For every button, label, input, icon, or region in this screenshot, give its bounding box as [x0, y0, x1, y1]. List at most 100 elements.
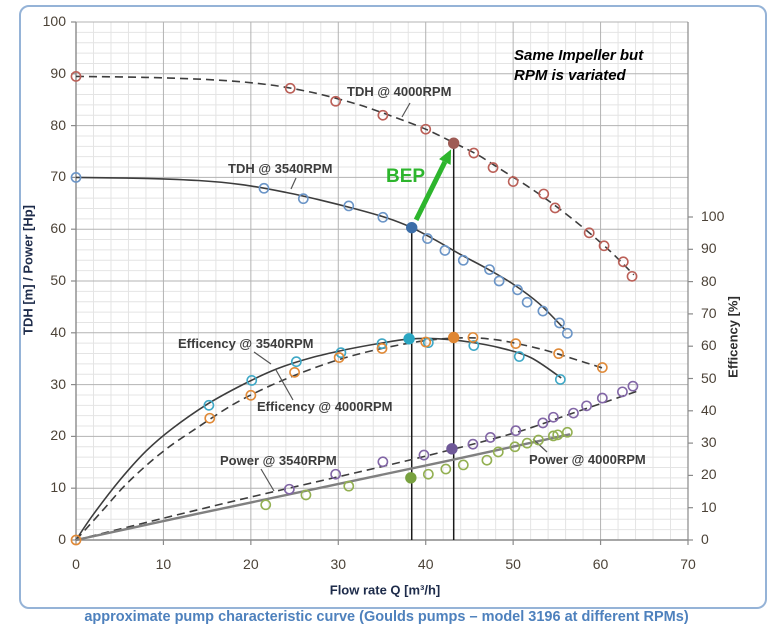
- curve-pow3540: [75, 389, 641, 541]
- series-label-power-3540rpm: Power @ 3540RPM: [220, 453, 337, 468]
- marker-eff4000: [289, 366, 300, 378]
- marker-tdh3540: [521, 296, 533, 308]
- y-right-tick-label: 0: [701, 531, 709, 547]
- bep-arrow-head: [439, 149, 452, 165]
- y-right-tick-label: 30: [701, 434, 717, 451]
- label-leader-line: [532, 438, 548, 453]
- marker-pow4000: [260, 499, 272, 511]
- marker-eff4000: [245, 389, 257, 401]
- y-right-tick-label: 80: [701, 272, 717, 289]
- marker-pow4000: [440, 463, 452, 475]
- x-tick-label: 20: [243, 556, 259, 572]
- marker-pow4000: [422, 468, 434, 480]
- marker-eff3540: [554, 374, 566, 385]
- series-label-tdh-3540rpm: TDH @ 3540RPM: [228, 161, 333, 176]
- marker-tdh3540: [422, 233, 433, 244]
- marker-pow3540: [510, 425, 522, 437]
- marker-pow3540: [418, 449, 430, 461]
- annotation-line2: RPM is variated: [514, 66, 626, 84]
- marker-eff3540: [335, 347, 347, 359]
- marker-tdh3540: [439, 245, 451, 256]
- marker-pow4000: [300, 489, 312, 501]
- bep-label: BEP: [386, 166, 426, 187]
- marker-tdh3540: [512, 284, 523, 296]
- marker-pow4000: [343, 480, 355, 492]
- y-left-tick-label: 20: [50, 427, 66, 444]
- marker-pow3540: [547, 411, 559, 423]
- marker-tdh3540: [561, 327, 573, 339]
- marker-pow3540: [485, 432, 496, 443]
- y-right-axis-title: Efficency [%]: [725, 296, 741, 378]
- y-left-tick-label: 50: [50, 272, 66, 288]
- curve-tdh3540: [75, 176, 567, 331]
- bep-marker-eff3540: [403, 333, 415, 345]
- marker-tdh3540: [258, 182, 270, 194]
- marker-pow4000: [552, 429, 564, 441]
- marker-tdh3540: [70, 171, 82, 183]
- label-leader-line: [401, 102, 411, 118]
- label-leader-line: [275, 369, 294, 401]
- bep-marker-eff4000: [447, 331, 460, 344]
- curve-tdh4000: [75, 75, 635, 276]
- marker-tdh3540: [484, 264, 495, 276]
- series-label-efficiency-4000rpm: Efficency @ 4000RPM: [257, 399, 393, 414]
- curve-eff3540: [75, 337, 562, 541]
- bep-marker-tdh4000: [447, 137, 460, 149]
- bep-marker-tdh3540: [406, 221, 418, 234]
- marker-pow4000: [457, 459, 469, 471]
- label-leader-line: [290, 177, 297, 190]
- marker-pow4000: [561, 426, 573, 438]
- y-left-tick-label: 80: [50, 116, 66, 133]
- bep-marker-pow4000: [405, 472, 417, 484]
- marker-tdh4000: [583, 227, 595, 239]
- marker-tdh3540: [377, 211, 389, 223]
- marker-tdh3540: [537, 305, 549, 317]
- marker-pow4000: [547, 430, 559, 442]
- label-leader-line: [260, 468, 275, 492]
- x-tick-label: 40: [417, 556, 434, 572]
- y-left-tick-label: 100: [42, 13, 66, 29]
- bep-arrow-shaft: [413, 160, 448, 221]
- bep-marker-pow3540: [446, 443, 458, 455]
- marker-tdh4000: [284, 82, 296, 94]
- marker-tdh4000: [468, 147, 480, 159]
- curve-eff4000: [75, 336, 604, 541]
- y-left-tick-label: 10: [50, 479, 66, 496]
- y-right-tick-label: 50: [701, 369, 717, 386]
- marker-pow3540: [581, 400, 592, 412]
- curve-pow4000: [75, 433, 571, 542]
- marker-tdh4000: [420, 123, 432, 135]
- marker-pow3540: [283, 483, 295, 495]
- y-right-tick-label: 10: [701, 498, 717, 515]
- x-tick-label: 70: [680, 556, 696, 572]
- marker-tdh4000: [617, 256, 629, 268]
- marker-tdh4000: [626, 270, 638, 282]
- marker-tdh4000: [538, 188, 550, 200]
- marker-eff4000: [553, 348, 565, 360]
- marker-pow4000: [509, 441, 521, 453]
- marker-tdh4000: [549, 202, 561, 214]
- x-tick-label: 50: [505, 556, 521, 572]
- marker-eff4000: [467, 332, 479, 343]
- marker-eff3540: [246, 375, 258, 386]
- marker-tdh4000: [70, 70, 82, 82]
- marker-pow3540: [568, 407, 579, 419]
- y-right-tick-label: 60: [701, 337, 717, 354]
- marker-eff3540: [203, 399, 215, 411]
- marker-tdh3540: [297, 193, 309, 205]
- y-right-tick-label: 70: [701, 304, 717, 321]
- marker-tdh3540: [493, 275, 505, 287]
- marker-tdh3540: [457, 254, 469, 266]
- y-left-tick-label: 60: [50, 220, 66, 237]
- annotation-line1: Same Impeller but: [514, 47, 644, 64]
- y-left-tick-label: 90: [50, 64, 66, 81]
- y-right-tick-label: 90: [701, 240, 717, 257]
- marker-tdh4000: [487, 162, 499, 173]
- series-label-power-4000rpm: Power @ 4000RPM: [529, 452, 646, 467]
- marker-tdh4000: [507, 176, 519, 187]
- marker-pow3540: [330, 468, 342, 480]
- series-label-efficiency-3540rpm: Efficency @ 3540RPM: [178, 336, 314, 351]
- marker-eff4000: [376, 343, 388, 354]
